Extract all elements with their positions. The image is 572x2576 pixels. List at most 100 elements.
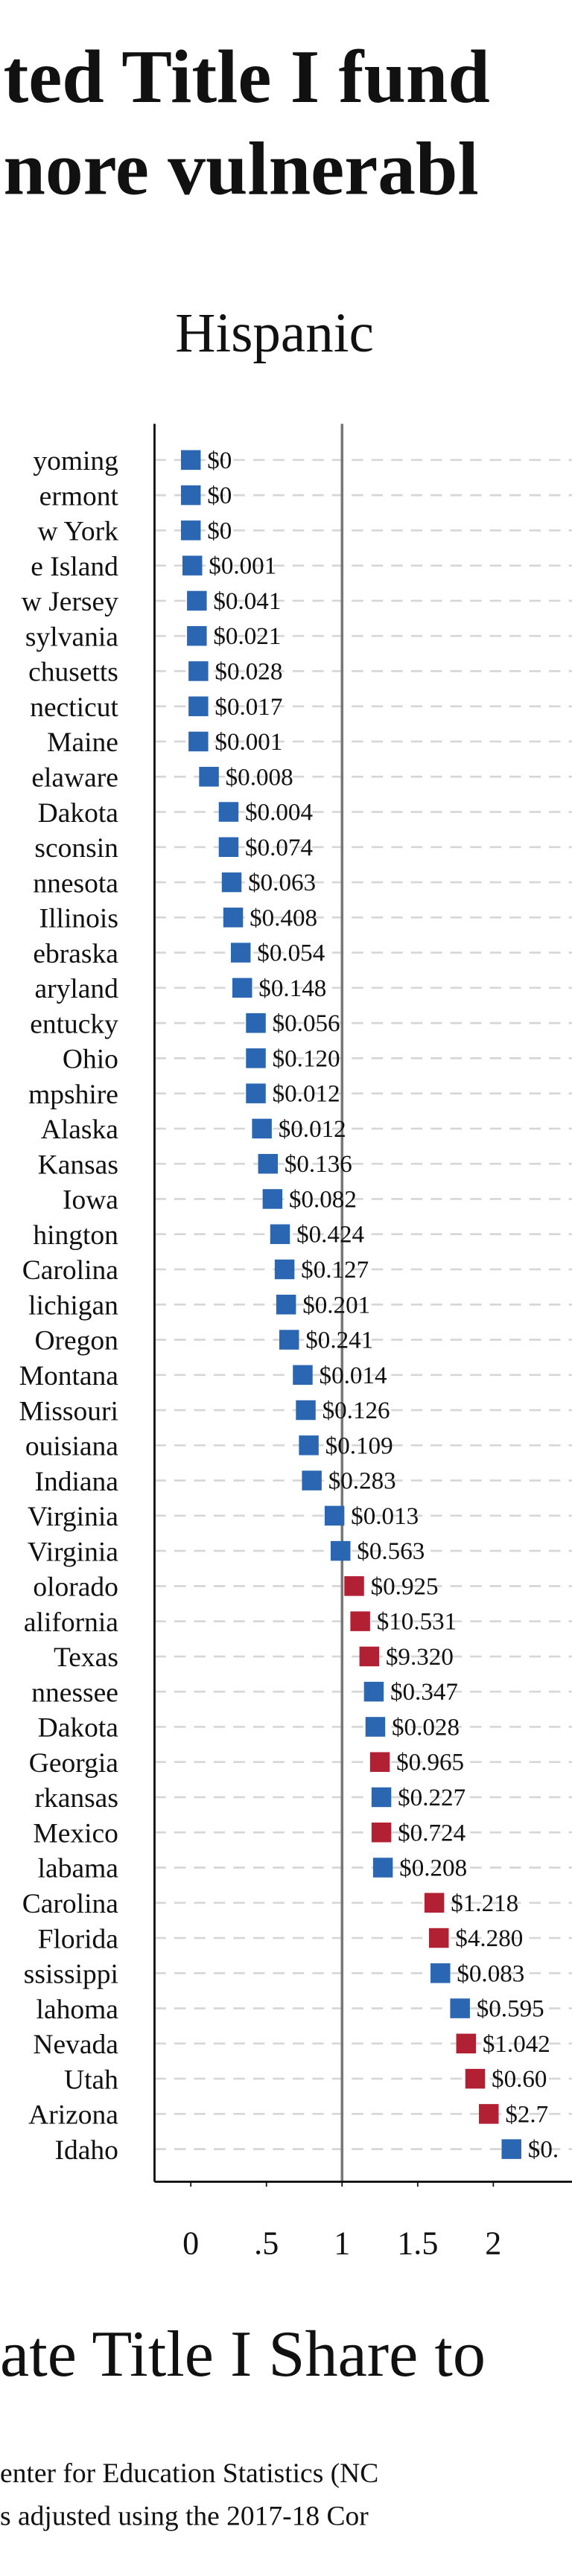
dot bbox=[450, 1998, 470, 2018]
x-tick-label: 0 bbox=[182, 2225, 199, 2262]
point-label: $0 bbox=[207, 482, 232, 509]
dot bbox=[274, 1259, 295, 1280]
y-tick-label: olorado bbox=[33, 1572, 118, 1603]
point-label: $0.424 bbox=[296, 1222, 364, 1249]
point-label: $9.320 bbox=[386, 1644, 454, 1671]
y-tick-label: Florida bbox=[38, 1924, 119, 1954]
x-tick-label: 2 bbox=[485, 2225, 501, 2262]
point-label: $0.008 bbox=[226, 764, 293, 791]
dot bbox=[465, 2068, 486, 2089]
y-tick-label: Dakota bbox=[38, 798, 119, 829]
point-label: $0.028 bbox=[392, 1714, 460, 1741]
source-note: s adjusted using the 2017-18 Cor bbox=[0, 2502, 369, 2532]
dot bbox=[232, 978, 252, 998]
point-label: $0.563 bbox=[357, 1538, 425, 1565]
y-tick-label: Missouri bbox=[19, 1396, 118, 1426]
dot bbox=[188, 731, 209, 752]
point-label: $0.347 bbox=[390, 1679, 458, 1706]
point-label: $0.925 bbox=[371, 1573, 439, 1600]
y-tick-label: Virginia bbox=[28, 1502, 118, 1532]
y-tick-label: ssissippi bbox=[24, 1960, 118, 1990]
dot bbox=[230, 943, 251, 963]
dot bbox=[371, 1822, 392, 1843]
chart-subtitle: Hispanic bbox=[175, 302, 374, 364]
dot bbox=[188, 696, 209, 716]
y-tick-label: sylvania bbox=[25, 622, 118, 652]
point-label: $1.218 bbox=[451, 1890, 518, 1917]
point-label: $0.054 bbox=[257, 940, 325, 967]
y-tick-label: Arizona bbox=[28, 2100, 118, 2131]
y-tick-label: Kansas bbox=[38, 1150, 118, 1180]
y-tick-label: Montana bbox=[19, 1361, 119, 1391]
point-label: $0.227 bbox=[398, 1785, 465, 1811]
dot bbox=[252, 1118, 272, 1139]
dot bbox=[218, 837, 239, 858]
y-tick-label: Maine bbox=[47, 727, 118, 758]
dot bbox=[331, 1540, 351, 1561]
y-tick-label: Dakota bbox=[38, 1713, 119, 1744]
y-tick-label: Nevada bbox=[33, 2030, 118, 2060]
chart-title: nore vulnerabl bbox=[3, 127, 478, 210]
y-tick-label: Carolina bbox=[22, 1889, 118, 1919]
x-tick-label: .5 bbox=[254, 2225, 279, 2262]
dot bbox=[262, 1189, 283, 1209]
dot bbox=[324, 1505, 345, 1526]
point-label: $0.028 bbox=[214, 658, 282, 685]
y-tick-label: Georgia bbox=[29, 1748, 118, 1779]
dot bbox=[302, 1470, 322, 1491]
y-tick-label: hington bbox=[33, 1220, 118, 1251]
y-tick-label: ouisiana bbox=[25, 1432, 118, 1462]
dot bbox=[372, 1858, 393, 1878]
point-label: $0.083 bbox=[457, 1960, 524, 1987]
point-label: $0.001 bbox=[214, 729, 282, 756]
point-label: $0 bbox=[207, 517, 232, 544]
dot bbox=[180, 485, 201, 506]
point-label: $0.408 bbox=[250, 905, 317, 931]
x-tick-label: 1.5 bbox=[397, 2225, 438, 2262]
point-label: $0.109 bbox=[325, 1432, 393, 1459]
y-tick-label: entucky bbox=[30, 1009, 118, 1039]
y-tick-label: yoming bbox=[33, 446, 118, 476]
dot bbox=[363, 1681, 384, 1702]
dot bbox=[296, 1400, 316, 1421]
point-label: $0.017 bbox=[214, 694, 282, 721]
dot bbox=[371, 1787, 392, 1808]
point-label: $4.280 bbox=[455, 1925, 523, 1952]
point-label: $0.201 bbox=[302, 1292, 370, 1319]
dot bbox=[182, 555, 203, 576]
dot bbox=[180, 450, 201, 471]
y-tick-label: mpshire bbox=[28, 1080, 118, 1110]
dot bbox=[299, 1435, 319, 1456]
y-tick-label: necticut bbox=[30, 692, 118, 723]
y-tick-label: sconsin bbox=[34, 833, 118, 864]
point-label: $0.965 bbox=[396, 1750, 464, 1776]
point-label: $0.013 bbox=[351, 1503, 419, 1530]
dot bbox=[270, 1224, 290, 1244]
dot bbox=[223, 908, 244, 928]
y-tick-label: elaware bbox=[31, 762, 118, 793]
y-tick-label: Indiana bbox=[34, 1467, 118, 1497]
y-tick-label: Illinois bbox=[39, 904, 118, 934]
dot bbox=[359, 1646, 380, 1667]
y-tick-label: lahoma bbox=[36, 1995, 119, 2025]
y-tick-label: Texas bbox=[54, 1642, 118, 1673]
y-tick-label: Mexico bbox=[33, 1818, 118, 1849]
dot bbox=[187, 625, 207, 646]
y-tick-label: e Island bbox=[31, 552, 118, 582]
point-label: $0.127 bbox=[301, 1257, 369, 1284]
y-tick-label: w York bbox=[38, 517, 119, 547]
point-label: $0.074 bbox=[245, 835, 313, 861]
point-label: $0.004 bbox=[245, 800, 313, 826]
dot bbox=[430, 1963, 451, 1983]
point-label: $0.60 bbox=[492, 2066, 547, 2093]
dot bbox=[369, 1752, 390, 1772]
y-tick-label: aryland bbox=[34, 974, 118, 1004]
dot bbox=[246, 1083, 266, 1103]
point-label: $0.012 bbox=[273, 1081, 340, 1108]
dot bbox=[221, 872, 242, 893]
source-note: enter for Education Statistics (NC bbox=[0, 2458, 378, 2489]
y-tick-label: lichigan bbox=[28, 1290, 118, 1321]
dot bbox=[180, 520, 201, 541]
dot bbox=[429, 1928, 449, 1948]
